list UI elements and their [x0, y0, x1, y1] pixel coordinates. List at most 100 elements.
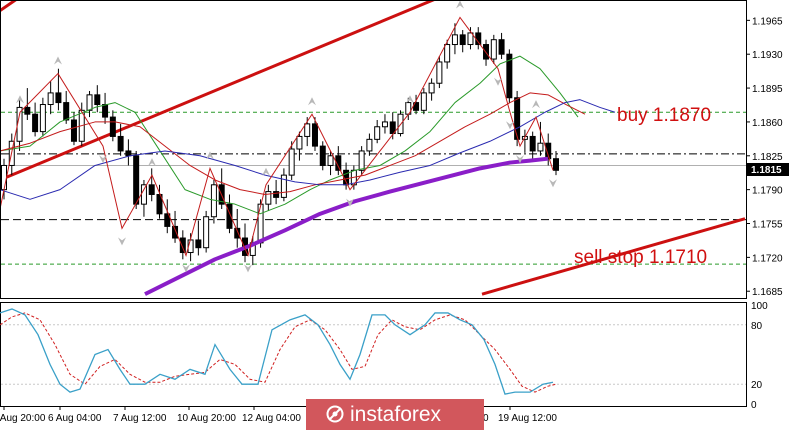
time-axis: 3 Aug 20:006 Aug 04:00 7 Aug 12:00 10 Aug … [0, 406, 557, 424]
price-tick-label: 1.1895 [752, 84, 783, 95]
current-price-label: 1.1815 [751, 165, 782, 176]
fractal-down-arrow-icon [244, 264, 252, 273]
oscillator-levels [1, 324, 746, 385]
candle-body [506, 53, 513, 99]
instaforex-logo-icon [326, 405, 344, 423]
candle-body [304, 123, 311, 137]
candle-body [140, 184, 147, 205]
candle-body [70, 119, 77, 142]
price-tick-label: 1.1790 [752, 186, 783, 197]
candle-body [319, 145, 326, 166]
price-tick-label: 1.1930 [752, 50, 783, 61]
fractal-up-arrow-icon [148, 158, 156, 167]
zigzag-indicator [1, 1, 557, 273]
candle-body [39, 104, 46, 133]
candle-body [537, 142, 544, 152]
fractal-up-arrow-icon [206, 151, 214, 160]
fractal-down-arrow-icon [494, 77, 502, 86]
candle-body [148, 184, 155, 195]
oscillator-axis: 100 80 20 0 [751, 301, 768, 411]
stochastic-lines [0, 308, 557, 395]
candle-body [444, 44, 451, 63]
price-tick-label: 1.1755 [752, 220, 783, 231]
time-tick-label: 10 Aug 20:00 [177, 413, 236, 424]
candle-body [296, 135, 303, 150]
candle-body [366, 138, 373, 152]
buy-annotation: buy 1.1870 [617, 105, 711, 126]
candle-body [389, 121, 396, 135]
channel-line [481, 217, 746, 296]
candle-body [234, 227, 241, 239]
channel-line [1, 1, 435, 182]
candle-body [55, 92, 62, 104]
moving-average-line [1, 55, 579, 215]
candle-body [156, 193, 163, 215]
fractal-down-arrow-icon [118, 237, 126, 246]
candle-body [164, 213, 171, 227]
candle-body [428, 82, 435, 94]
candle-body [467, 32, 474, 46]
price-tick-label: 1.1825 [752, 152, 783, 163]
instaforex-watermark: instaforex [306, 399, 484, 430]
candle-body [102, 104, 109, 118]
fractal-down-arrow-icon [506, 121, 514, 130]
price-tick-label: 1.1965 [752, 16, 783, 27]
candle-body [374, 126, 381, 140]
candle-body [94, 94, 101, 106]
current-price-label-bg [747, 163, 789, 176]
candle-body [63, 102, 70, 121]
candle-body [273, 191, 280, 198]
price-tick-label: 1.1860 [752, 118, 783, 129]
fractal-up-arrow-icon [16, 95, 24, 104]
candle-body [311, 123, 318, 147]
time-tick-label-partial: 0 [483, 413, 489, 424]
time-tick-label: 12 Aug 04:00 [242, 413, 301, 424]
candle-body [514, 97, 521, 140]
candle-body [265, 191, 272, 205]
candle-body [47, 92, 54, 106]
oscillator-tick-label: 20 [751, 380, 763, 391]
candle-body [498, 39, 505, 55]
trend-channel-lines [1, 1, 746, 296]
candle-body [420, 92, 427, 111]
time-tick-label: 19 Aug 12:00 [498, 413, 557, 424]
fractal-up-arrow-icon [54, 56, 62, 65]
candle-body [490, 39, 497, 60]
candle-body [1, 164, 7, 191]
moving-average-line [1, 92, 586, 195]
candle-body [172, 225, 179, 239]
candle-body [459, 34, 466, 46]
candle-body [117, 135, 124, 152]
moving-average-line [144, 156, 549, 296]
candle-body [288, 148, 295, 176]
channel-line [1, 1, 17, 12]
candle-body [226, 203, 233, 229]
fractal-down-arrow-icon [346, 198, 354, 207]
moving-averages [1, 55, 616, 296]
candle-body [257, 203, 264, 244]
fractal-up-arrow-icon [406, 95, 414, 104]
fractal-up-arrow-icon [262, 167, 270, 176]
candle-body [358, 150, 365, 171]
price-tick-label: 1.1720 [752, 253, 783, 264]
candle-body [335, 155, 342, 171]
time-tick-label: 3 Aug 20:00 [0, 413, 46, 424]
oscillator-tick-label: 80 [751, 321, 763, 332]
oscillator-tick-label: 0 [751, 400, 757, 411]
candle-body [545, 142, 552, 160]
candle-body [24, 106, 31, 115]
zigzag-line [1, 16, 554, 257]
candle-body [179, 237, 186, 254]
stochastic-signal-line [0, 312, 557, 393]
candle-body [327, 155, 334, 166]
candle-body [553, 158, 559, 171]
fractal-down-arrow-icon [516, 155, 524, 164]
fractal-down-arrow-icon [182, 264, 190, 273]
fractal-down-arrow-icon [99, 155, 107, 164]
main-panel-frame [0, 0, 747, 299]
candle-body [381, 121, 388, 128]
fractal-up-arrow-icon [456, 1, 464, 9]
watermark-brand: instaforex [350, 403, 442, 426]
candle-body [451, 34, 458, 46]
